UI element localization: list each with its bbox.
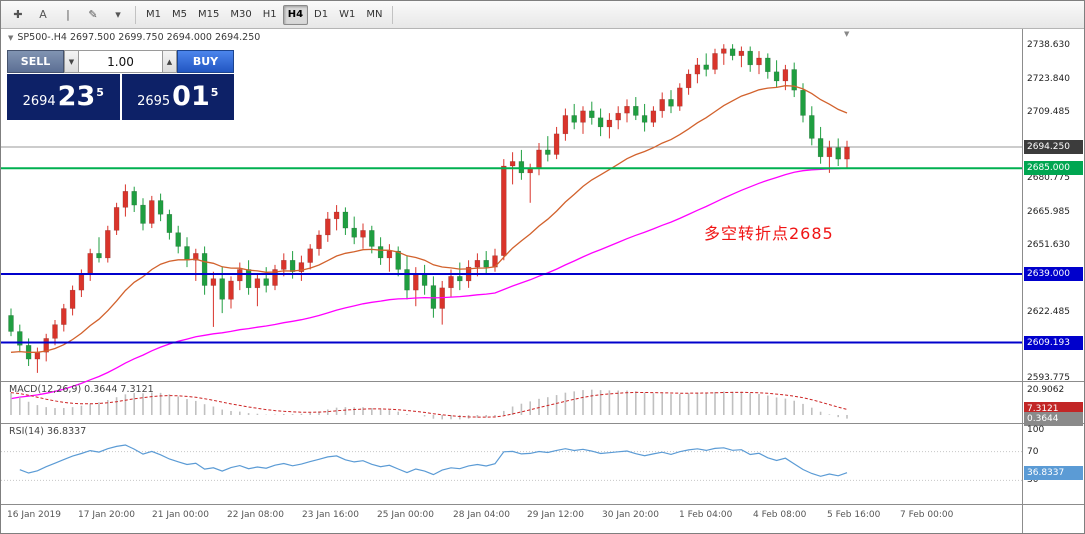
- drawing-tools-icon[interactable]: ✎: [88, 8, 98, 21]
- rsi-value-tag: 36.8337: [1024, 465, 1083, 480]
- time-axis-label: 17 Jan 20:00: [78, 510, 135, 520]
- buy-price-big: 01: [172, 81, 210, 112]
- timeframe-button-H1[interactable]: H1: [262, 9, 277, 20]
- buy-price-pipette: 5: [210, 86, 219, 99]
- timeframe-button-M1[interactable]: M1: [146, 9, 161, 20]
- toolbar-draw-tools: ✚ A | ✎ ▾: [6, 5, 130, 25]
- ma-slow: [10, 167, 848, 400]
- panel-separators: [1, 381, 1084, 505]
- timeframe-button-D1[interactable]: D1: [314, 9, 329, 20]
- time-axis-label: 16 Jan 2019: [7, 510, 61, 520]
- timeframe-button-M30[interactable]: M30: [230, 9, 252, 20]
- time-axis-label: 4 Feb 08:00: [753, 510, 807, 520]
- drawing-tools-caret-icon[interactable]: ▾: [115, 8, 121, 21]
- timeframe-toolbar: M1 M5 M15 M30 H1 H4 D1 W1 MN: [141, 4, 387, 25]
- time-axis-label: 1 Feb 04:00: [679, 510, 733, 520]
- volume-increase-icon[interactable]: ▲: [162, 50, 177, 73]
- rsi-axis-label: 100: [1027, 425, 1045, 435]
- moving-average-lines: [10, 85, 848, 400]
- buy-price-display[interactable]: 2695 01 5: [121, 74, 234, 120]
- macd-axis-max-label: 20.9062: [1027, 385, 1065, 395]
- price-axis-label: 2680.775: [1027, 173, 1070, 184]
- macd-main-value-tag: 0.3644: [1024, 411, 1083, 426]
- volume-decrease-icon[interactable]: ▼: [64, 50, 79, 73]
- sell-price-big: 23: [57, 81, 96, 112]
- macd-signal-line: [10, 391, 848, 418]
- toolbar-separator: [135, 5, 136, 24]
- chart-shift-marker-icon[interactable]: ▼: [844, 30, 850, 38]
- macd-label: MACD(12,26,9) 0.3644 7.3121: [9, 384, 154, 395]
- level-2639-tag: 2639.000: [1024, 267, 1083, 282]
- time-axis-label: 30 Jan 20:00: [602, 510, 659, 520]
- buy-price-prefix: 2695: [137, 94, 171, 109]
- rsi-axis-label: 30: [1027, 475, 1039, 486]
- rsi-plot: [1, 444, 1023, 481]
- ma-fast: [10, 85, 848, 353]
- cursor-icon[interactable]: A: [39, 8, 47, 21]
- toolbar-separator: [392, 5, 394, 24]
- chart-ohlc-header: ▼ SP500-.H4 2697.500 2699.750 2694.000 2…: [8, 32, 260, 43]
- timeframe-button-M5[interactable]: M5: [172, 9, 187, 20]
- timeframe-button-M15[interactable]: M15: [198, 9, 220, 20]
- chart-ohlc-text: SP500-.H4 2697.500 2699.750 2694.000 269…: [17, 32, 261, 43]
- price-axis-label: 2622.485: [1027, 306, 1070, 317]
- buy-button[interactable]: BUY: [177, 50, 234, 73]
- one-click-trade-panel: SELL ▼ 1.00 ▲ BUY 2694 23 5 2695 01 5: [7, 50, 234, 120]
- time-axis-label: 29 Jan 12:00: [527, 510, 584, 520]
- time-axis-label: 23 Jan 16:00: [302, 510, 359, 520]
- level-2685-tag: 2685.000: [1024, 161, 1083, 176]
- time-axis-label: 25 Jan 00:00: [377, 510, 434, 520]
- one-click-panel-toggle-icon[interactable]: ▼: [8, 33, 14, 42]
- rsi-axis-label: 70: [1027, 446, 1039, 457]
- last-price-tag: 2694.250: [1024, 140, 1083, 155]
- price-axis-label: 2651.630: [1027, 240, 1070, 250]
- price-axis-label: 2665.985: [1027, 207, 1070, 218]
- candlesticks: [8, 44, 850, 373]
- vertical-line-icon[interactable]: |: [66, 8, 70, 21]
- volume-input[interactable]: 1.00: [79, 50, 162, 73]
- sell-price-pipette: 5: [96, 86, 104, 99]
- toolbar: ✚ A | ✎ ▾ M1 M5 M15 M30 H1 H4 D1 W1 MN: [1, 1, 1084, 29]
- annotation-text: 多空转折点2685: [704, 224, 834, 243]
- timeframe-button-H4[interactable]: H4: [282, 4, 309, 25]
- sell-price-display[interactable]: 2694 23 5: [7, 74, 120, 120]
- time-axis-label: 5 Feb 16:00: [827, 510, 881, 520]
- sell-price-prefix: 2694: [22, 94, 56, 109]
- price-axis-label: 2723.840: [1027, 74, 1070, 85]
- sell-button[interactable]: SELL: [7, 50, 64, 73]
- rsi-label: RSI(14) 36.8337: [9, 426, 87, 437]
- level-2609-tag: 2609.193: [1024, 335, 1083, 350]
- price-axis-label: 2738.630: [1027, 40, 1070, 51]
- time-axis-label: 7 Feb 00:00: [900, 510, 954, 520]
- time-axis[interactable]: 16 Jan 2019 17 Jan 20:00 21 Jan 00:00 22 Ja…: [1, 504, 1022, 533]
- crosshair-icon[interactable]: ✚: [13, 8, 23, 21]
- price-axis-label: 2593.775: [1027, 372, 1070, 383]
- timeframe-button-W1[interactable]: W1: [339, 9, 356, 20]
- time-axis-label: 22 Jan 08:00: [227, 510, 284, 520]
- horizontal-level-lines: [1, 167, 1023, 344]
- price-axis[interactable]: 2738.630 2723.840 2709.485 2680.775 2665.985…: [1022, 29, 1084, 533]
- price-axis-label: 2709.485: [1027, 107, 1070, 118]
- timeframe-button-MN[interactable]: MN: [366, 9, 383, 20]
- time-axis-label: 21 Jan 00:00: [152, 510, 209, 520]
- time-axis-label: 28 Jan 04:00: [453, 510, 510, 520]
